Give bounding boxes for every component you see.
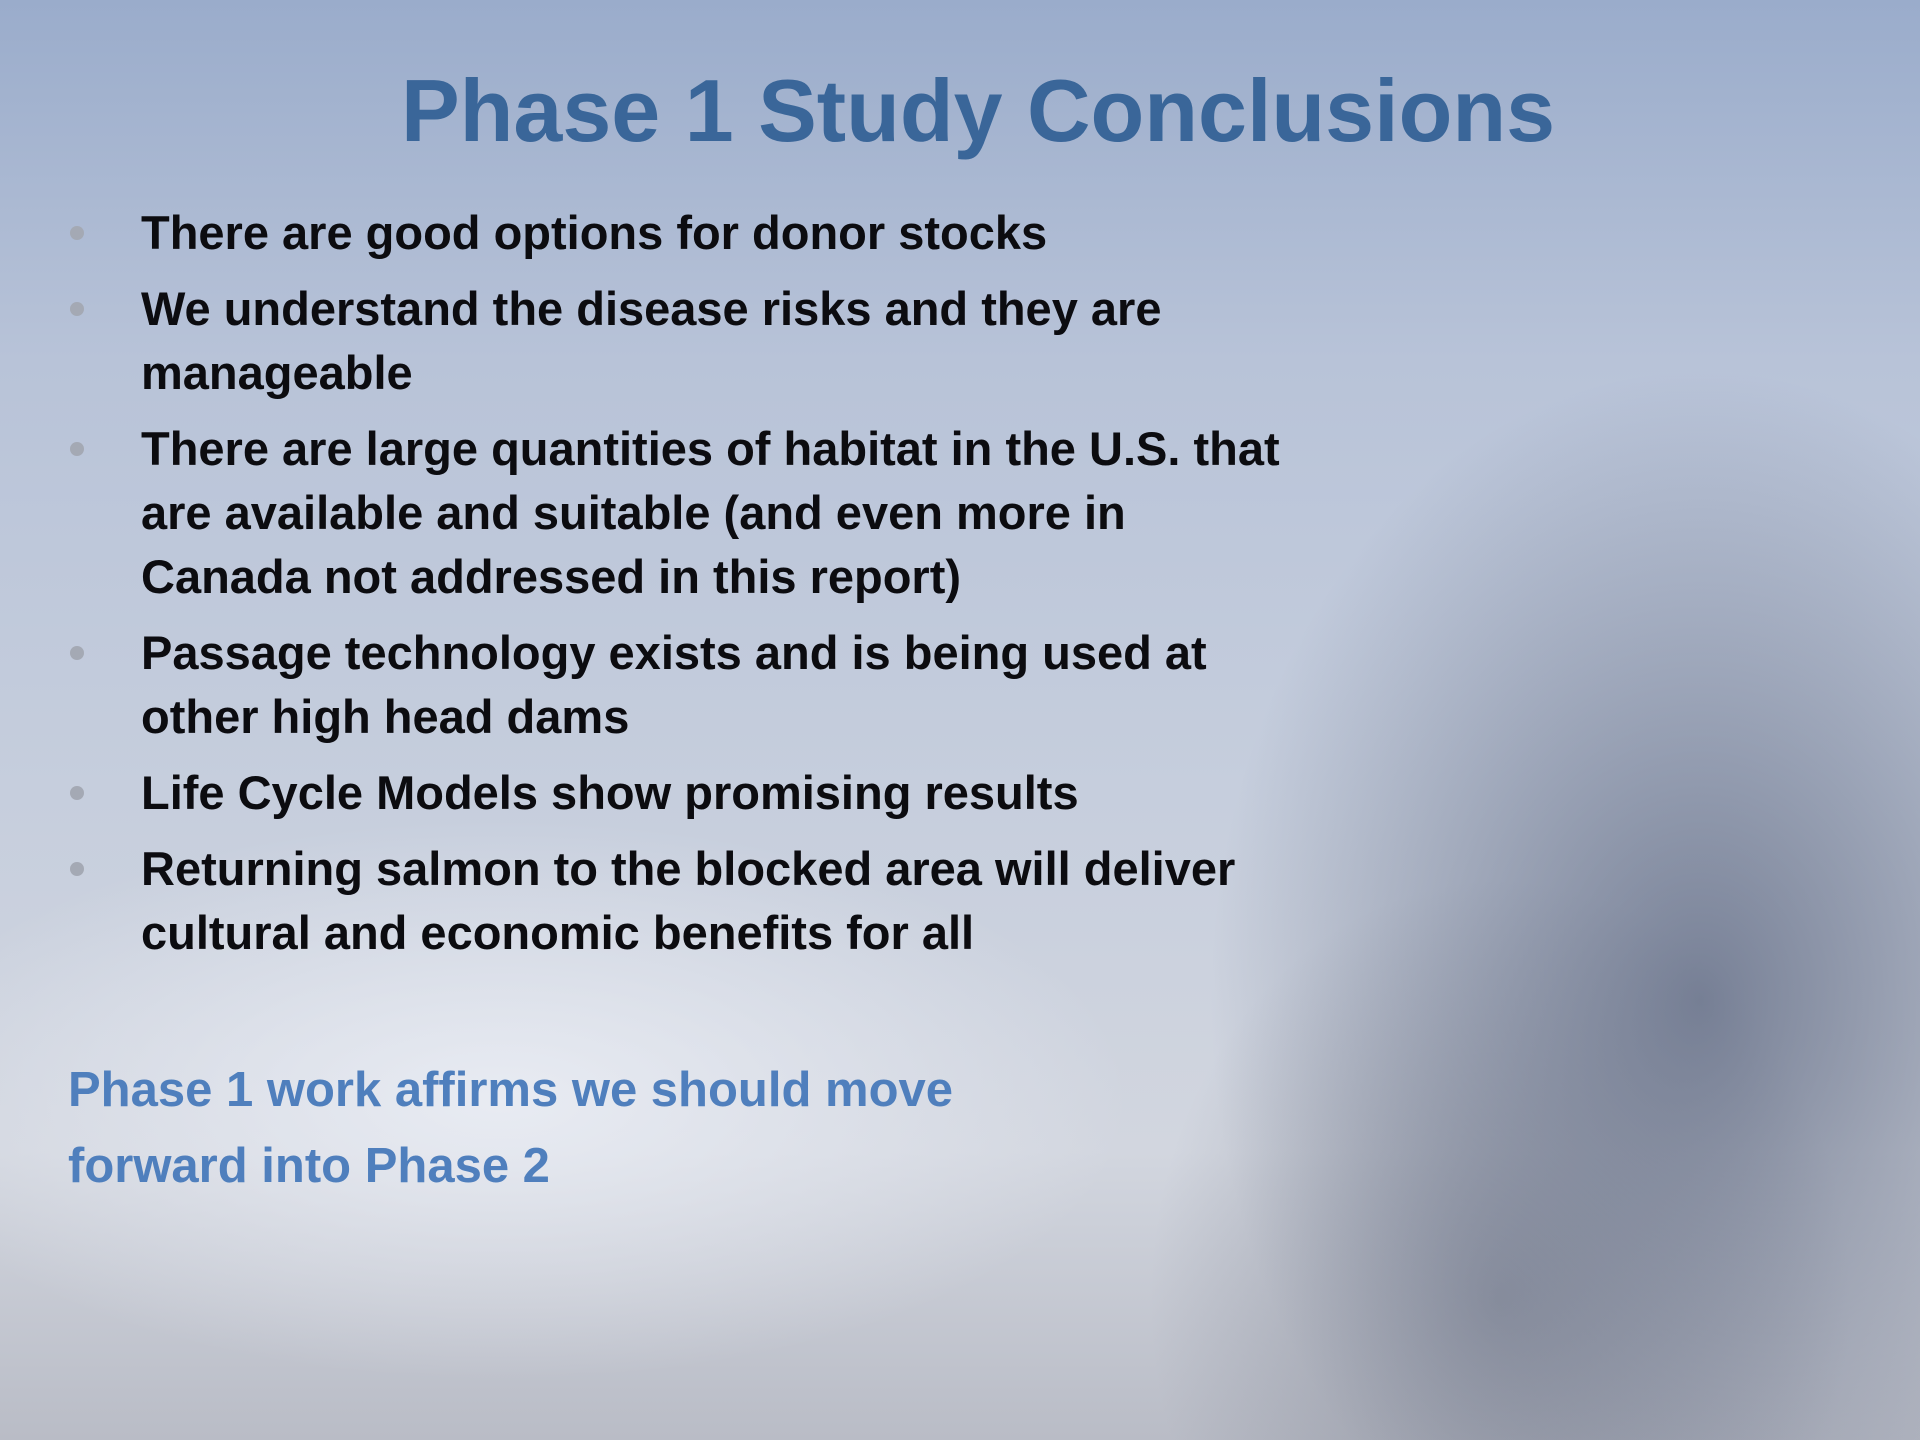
bullet-text: other high head dams — [141, 685, 629, 749]
bullet-text: are available and suitable (and even mor… — [141, 481, 1126, 545]
slide-title: Phase 1 Study Conclusions — [0, 56, 1920, 166]
conclusion-text: Phase 1 work affirms we should move — [68, 1058, 953, 1122]
bullet-marker — [70, 862, 84, 876]
bullet-marker — [70, 786, 84, 800]
bullet-text: We understand the disease risks and they… — [141, 277, 1161, 341]
bullet-text: Life Cycle Models show promising results — [141, 761, 1079, 825]
bullet-text: Returning salmon to the blocked area wil… — [141, 837, 1235, 901]
conclusion-text: forward into Phase 2 — [68, 1134, 550, 1198]
bullet-marker — [70, 646, 84, 660]
bullet-text: There are large quantities of habitat in… — [141, 417, 1280, 481]
bullet-text: There are good options for donor stocks — [141, 201, 1047, 265]
slide: Phase 1 Study Conclusions There are good… — [0, 0, 1920, 1440]
bullet-text: Passage technology exists and is being u… — [141, 621, 1207, 685]
bullet-marker — [70, 226, 84, 240]
bullet-marker — [70, 302, 84, 316]
bullet-text: Canada not addressed in this report) — [141, 545, 961, 609]
bullet-text: cultural and economic benefits for all — [141, 901, 974, 965]
bullet-marker — [70, 442, 84, 456]
bullet-text: manageable — [141, 341, 413, 405]
